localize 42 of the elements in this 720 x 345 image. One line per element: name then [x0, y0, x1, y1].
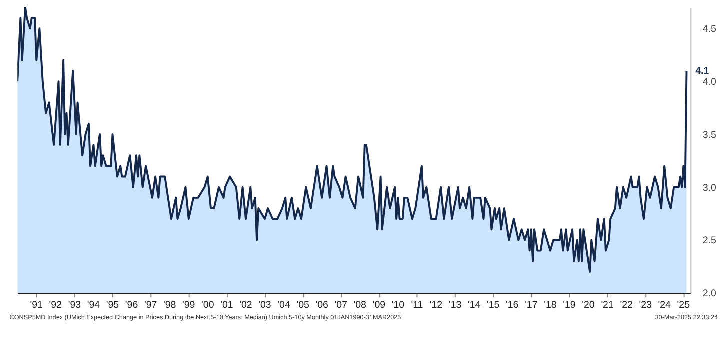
- x-tick-label: '13: [448, 300, 462, 311]
- x-tick-label: '21: [601, 300, 614, 311]
- y-tick-label: 4.0: [702, 76, 718, 88]
- x-tick-label: '93: [68, 300, 82, 311]
- x-tick-label: '98: [163, 300, 176, 311]
- y-tick-label: 4.5: [702, 24, 718, 36]
- y-tick-label: 2.0: [702, 288, 718, 300]
- x-tick-label: '94: [87, 300, 101, 311]
- x-tick-label: '05: [296, 300, 310, 311]
- x-tick-label: '97: [144, 300, 158, 311]
- x-tick-label: '04: [278, 300, 291, 311]
- x-tick-label: '25: [677, 300, 691, 311]
- y-tick-label: 3.5: [702, 130, 718, 141]
- x-tick-label: '00: [202, 300, 215, 311]
- x-tick-label: '91: [30, 300, 43, 311]
- x-tick-label: '99: [182, 300, 196, 311]
- x-tick-label: '95: [106, 300, 120, 311]
- x-tick-label: '15: [486, 300, 500, 311]
- x-tick-label: '22: [620, 300, 633, 311]
- x-tick-label: '12: [430, 300, 443, 311]
- y-tick-label: 3.0: [702, 182, 718, 194]
- x-tick-label: '20: [582, 300, 596, 311]
- x-tick-label: '96: [125, 300, 138, 311]
- x-tick-label: '03: [258, 300, 272, 311]
- x-tick-label: '16: [506, 300, 519, 311]
- x-tick-label: '24: [658, 300, 672, 311]
- x-tick-label: '09: [372, 300, 386, 311]
- x-tick-label: '18: [544, 300, 557, 311]
- annotation: 4.1: [696, 66, 710, 77]
- x-tick-label: '19: [563, 300, 576, 311]
- x-tick-label: '11: [411, 300, 424, 311]
- x-tick-label: '01: [220, 300, 234, 311]
- x-tick-label: '06: [316, 300, 328, 311]
- x-tick-label: '08: [354, 300, 366, 311]
- y-tick-label: 2.5: [702, 236, 718, 247]
- x-tick-label: '07: [334, 300, 348, 311]
- x-tick-label: '02: [240, 300, 252, 311]
- x-tick-label: '14: [468, 300, 482, 311]
- x-tick-label: '17: [525, 300, 538, 311]
- x-tick-label: '92: [49, 300, 62, 311]
- x-tick-label: '23: [639, 300, 652, 311]
- x-tick-label: '10: [392, 300, 406, 311]
